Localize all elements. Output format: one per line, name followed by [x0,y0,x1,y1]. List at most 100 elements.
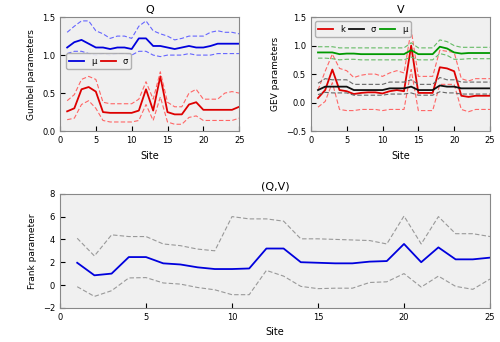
μ [408,48,414,52]
X-axis label: Site: Site [140,150,159,160]
μ [229,42,235,46]
σ [186,103,192,107]
μ [136,36,142,40]
μ [322,50,328,54]
X-axis label: Site: Site [266,327,284,337]
μ [93,45,99,50]
μ [394,52,400,56]
Y-axis label: GEV parameters: GEV parameters [272,37,280,111]
Title: V: V [396,5,404,15]
μ [422,52,428,56]
σ [200,108,206,112]
k [386,89,392,93]
k [472,94,478,98]
k [401,89,407,93]
σ [451,84,457,89]
σ [480,86,486,90]
k [480,94,486,98]
k [437,65,443,69]
k [330,67,336,71]
σ [394,86,400,90]
μ [336,52,342,56]
k [351,92,357,96]
Line: μ: μ [67,38,239,49]
Line: σ: σ [67,76,239,114]
σ [344,84,349,89]
σ [164,110,170,114]
k [394,88,400,92]
Title: Q: Q [145,5,154,15]
k [408,43,414,48]
σ [86,85,91,89]
σ [158,74,164,78]
σ [372,88,378,92]
k [430,91,436,95]
μ [458,52,464,56]
k [422,91,428,95]
μ [143,36,149,40]
σ [408,84,414,89]
σ [107,111,113,115]
Legend: k, σ, μ: k, σ, μ [315,21,410,37]
σ [78,87,84,91]
X-axis label: Site: Site [391,150,410,160]
σ [128,111,134,115]
k [344,89,349,93]
μ [200,45,206,50]
σ [365,88,371,92]
μ [122,45,128,50]
σ [416,88,422,92]
σ [143,87,149,91]
σ [430,88,436,92]
σ [229,108,235,112]
Line: σ: σ [318,86,490,90]
k [336,88,342,92]
σ [214,108,220,112]
σ [114,111,120,115]
μ [158,44,164,48]
μ [437,45,443,49]
σ [401,86,407,90]
μ [128,47,134,51]
σ [444,84,450,89]
σ [136,108,142,113]
σ [193,100,199,104]
σ [466,86,471,90]
μ [150,44,156,48]
σ [100,110,106,114]
σ [336,84,342,89]
μ [330,50,336,54]
k [458,94,464,98]
σ [330,84,336,89]
σ [179,112,185,116]
μ [430,52,436,56]
μ [86,42,91,46]
μ [372,52,378,56]
μ [401,52,407,56]
σ [72,106,78,110]
k [451,69,457,73]
Y-axis label: Frank parameter: Frank parameter [28,213,38,289]
σ [122,111,128,115]
k [358,91,364,95]
μ [444,47,450,51]
μ [365,52,371,56]
k [365,90,371,94]
μ [222,42,228,46]
μ [186,44,192,48]
μ [315,50,321,54]
k [466,95,471,99]
μ [480,51,486,55]
σ [422,88,428,92]
σ [64,109,70,114]
μ [380,52,386,56]
σ [172,112,177,116]
σ [236,105,242,109]
k [444,66,450,70]
μ [416,52,422,56]
μ [472,51,478,55]
μ [487,51,493,55]
σ [358,88,364,92]
k [322,88,328,92]
μ [193,45,199,50]
